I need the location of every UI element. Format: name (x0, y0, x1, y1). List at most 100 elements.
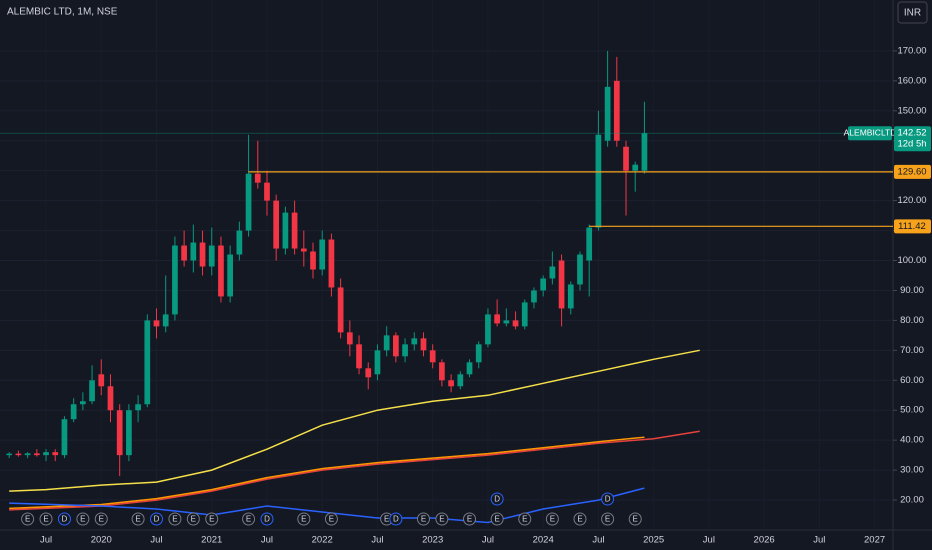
candle-body (291, 212, 298, 249)
x-tick-label: Jul (813, 535, 825, 546)
y-tick-label: 40.00 (900, 435, 924, 446)
event-marker (389, 512, 403, 526)
candle-body (227, 254, 234, 297)
event-label: D (62, 515, 68, 524)
candle-body (595, 134, 602, 228)
event-label: E (384, 515, 389, 524)
y-tick-label: 60.00 (900, 375, 924, 386)
x-tick-label: Jul (40, 535, 52, 546)
candle-body (429, 350, 436, 363)
y-tick-label: 50.00 (900, 405, 924, 416)
level-label-box (894, 164, 931, 179)
currency-label[interactable]: INR (904, 8, 921, 19)
candle-body (337, 287, 344, 333)
candle-body (503, 320, 510, 324)
candle-body (439, 362, 445, 381)
x-tick-label: 2027 (864, 535, 885, 546)
candle-body (356, 344, 362, 369)
candle-body (33, 453, 40, 456)
y-tick-label: 100.00 (897, 255, 926, 266)
event-marker (242, 512, 256, 526)
countdown: 12d 5h (897, 139, 926, 150)
candle-body (282, 212, 289, 249)
candle-body (208, 245, 215, 267)
candle-body (107, 386, 114, 411)
event-marker (545, 512, 559, 526)
candle-body (531, 290, 537, 303)
event-label: E (605, 515, 610, 524)
level-label: 129.60 (897, 166, 926, 177)
event-label: E (301, 515, 306, 524)
event-marker (57, 512, 71, 526)
candle-body (411, 338, 418, 345)
event-marker (324, 512, 338, 526)
candle-body (6, 453, 13, 456)
event-marker (490, 512, 504, 526)
labels: 20.00 30.00 40.00 50.00 60.00 70.00 80.00 90.00… (21, 45, 931, 546)
event-marker (416, 512, 430, 526)
event-marker (601, 512, 615, 526)
candle-body (586, 227, 593, 261)
candle-body (328, 239, 335, 288)
event-marker (573, 512, 587, 526)
candle-body (558, 260, 565, 309)
candle-body (52, 452, 59, 456)
chart-title: ALEMBIC LTD, 1M, NSE (7, 7, 118, 18)
candle-body (89, 380, 95, 402)
event-marker (205, 512, 219, 526)
candle-body (126, 410, 132, 456)
x-tick-label: Jul (261, 535, 273, 546)
y-tick-label: 80.00 (900, 315, 924, 326)
candle-body (540, 278, 547, 291)
candle-body (80, 401, 86, 405)
y-tick-label: 170.00 (897, 45, 926, 56)
x-tick-label: Jul (703, 535, 715, 546)
event-label: E (329, 515, 334, 524)
candle-body (61, 419, 68, 456)
last-name-box (848, 126, 892, 141)
event-label: E (439, 515, 444, 524)
candle-body (190, 242, 197, 261)
event-label: E (80, 515, 85, 524)
event-label: E (43, 515, 48, 524)
event-marker (39, 512, 53, 526)
candle-body (300, 248, 307, 252)
candle-body (457, 374, 464, 387)
x-tick-label: 2023 (422, 535, 443, 546)
event-label: E (209, 515, 214, 524)
event-marker (168, 512, 182, 526)
candle-body (448, 380, 454, 387)
moving-average (9, 430, 700, 511)
candle-body (98, 374, 105, 387)
y-tick-label: 160.00 (897, 75, 926, 86)
event-marker (76, 512, 90, 526)
event-marker (463, 512, 477, 526)
candle-body (512, 320, 519, 327)
x-tick-label: 2021 (201, 535, 222, 546)
x-tick-label: 2022 (312, 535, 333, 546)
event-label: E (494, 515, 499, 524)
x-tick-label: 2026 (754, 535, 775, 546)
candle-body (549, 266, 556, 279)
candle-body (346, 332, 353, 345)
candle-body (420, 338, 427, 351)
candle-body (135, 404, 141, 411)
candle-body (374, 350, 381, 375)
event-label: E (99, 515, 104, 524)
event-label: E (135, 515, 140, 524)
candle-body (70, 404, 77, 420)
event-label: E (550, 515, 555, 524)
candle-body (15, 453, 22, 456)
event-label: E (191, 515, 196, 524)
event-label: E (421, 515, 426, 524)
candle-body (494, 314, 500, 324)
x-tick-label: Jul (150, 535, 162, 546)
candle-body (116, 410, 123, 456)
currency-button[interactable] (897, 1, 928, 24)
candle-body (199, 242, 206, 267)
x-tick-label: Jul (592, 535, 604, 546)
candle-body (577, 254, 583, 285)
candle-body (485, 314, 491, 345)
